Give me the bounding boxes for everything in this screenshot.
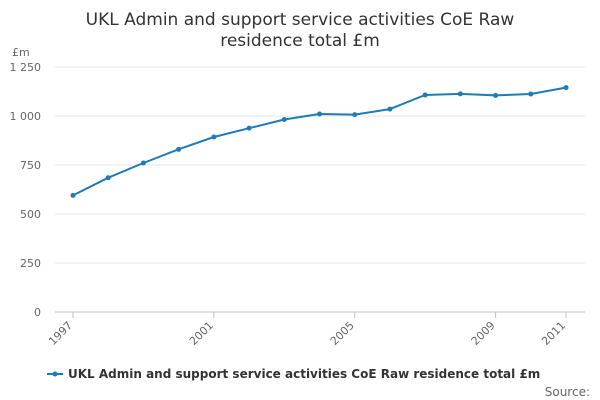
data-point[interactable]: [317, 111, 322, 117]
x-tick-label: 2011: [539, 319, 568, 348]
gridlines: [55, 66, 585, 264]
x-tick-label: 1997: [46, 319, 75, 348]
y-tick-label: 250: [20, 257, 41, 270]
data-point[interactable]: [352, 112, 358, 118]
chart-title: UKL Admin and support service activities…: [86, 10, 515, 51]
data-point[interactable]: [211, 134, 217, 140]
x-tick-label: 2005: [328, 319, 357, 348]
data-point[interactable]: [140, 160, 146, 166]
data-point[interactable]: [493, 92, 499, 98]
legend[interactable]: UKL Admin and support service activities…: [47, 367, 540, 381]
y-tick-label: 500: [20, 208, 41, 221]
x-axis-ticks: 1997 2001 2005 2009 2011: [46, 312, 568, 348]
data-point[interactable]: [105, 175, 111, 181]
y-axis-tick-labels: 0 250 500 750 1 000 1 250: [10, 61, 42, 319]
data-point[interactable]: [422, 92, 428, 98]
data-point[interactable]: [528, 91, 534, 97]
x-tick-label: 2009: [469, 319, 498, 348]
data-point[interactable]: [70, 192, 76, 198]
series-line: [72, 86, 567, 197]
y-tick-label: 0: [34, 306, 41, 319]
legend-label[interactable]: UKL Admin and support service activities…: [68, 367, 540, 381]
series-layer: [70, 85, 569, 198]
y-tick-label: 1 250: [10, 61, 42, 74]
y-tick-label: 1 000: [10, 110, 42, 123]
y-tick-label: 750: [20, 159, 41, 172]
data-point[interactable]: [281, 117, 287, 123]
chart-title-line-1: UKL Admin and support service activities…: [86, 10, 515, 30]
y-axis-unit-label: £m: [12, 46, 30, 59]
source-label: Source:: [545, 385, 590, 399]
data-point[interactable]: [246, 125, 252, 131]
data-point[interactable]: [176, 146, 182, 152]
legend-swatch-marker: [52, 371, 58, 377]
data-point[interactable]: [563, 85, 569, 91]
data-point[interactable]: [457, 91, 463, 97]
data-point[interactable]: [387, 106, 393, 112]
chart-title-line-2: residence total £m: [220, 31, 380, 51]
x-tick-label: 2001: [187, 319, 216, 348]
